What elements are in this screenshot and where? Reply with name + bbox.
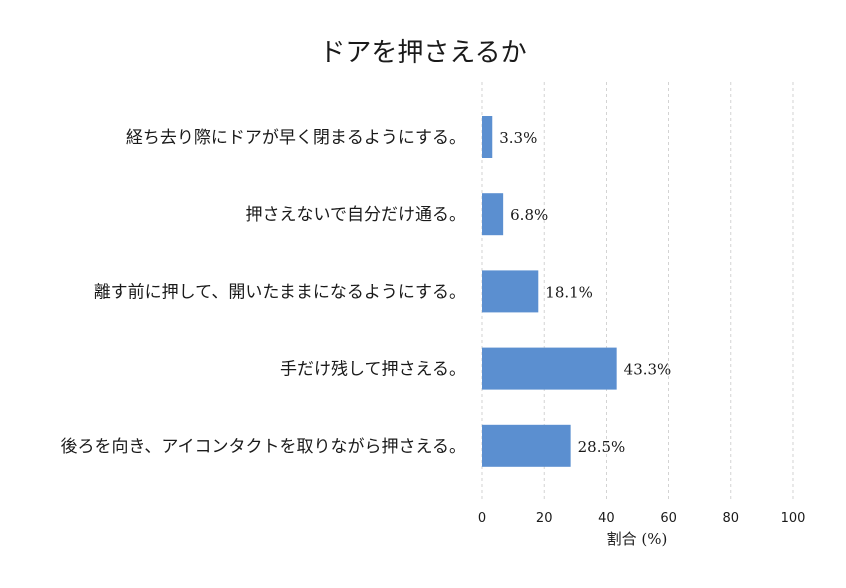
bar-value-label: 28.5% [578,438,626,456]
x-tick-label: 0 [478,511,486,526]
bar [482,424,571,467]
bar [482,193,504,236]
bar-value-label: 3.3% [499,129,537,147]
bar [482,116,493,158]
x-tick-label: 80 [723,511,740,526]
x-tick-labels: 0 20 40 60 80 100 [478,511,806,526]
bars [482,116,617,467]
x-tick-label: 40 [598,511,615,526]
bar-value-label: 18.1% [545,283,593,301]
category-label: 後ろを向き、アイコンタクトを取りながら押さえる。 [61,437,466,457]
x-axis-title: 割合 (%) [607,530,668,548]
category-label: 離す前に押して、開いたままになるようにする。 [94,282,466,302]
bar [482,270,539,313]
x-tick-label: 100 [781,511,806,526]
category-label: 押さえないで自分だけ通る。 [246,205,467,225]
category-label: 経ち去り際にドアが早く閉まるようにする。 [126,128,466,148]
x-tick-label: 20 [536,511,553,526]
value-labels: 3.3% 6.8% 18.1% 43.3% 28.5% [499,129,671,456]
category-labels: 経ち去り際にドアが早く閉まるようにする。押さえないで自分だけ通る。離す前に押して… [61,128,466,457]
x-tick-label: 60 [660,511,677,526]
bar-value-label: 43.3% [624,361,672,379]
bar-value-label: 6.8% [510,206,548,224]
bar [482,347,617,390]
category-label: 手だけ残して押さえる。 [280,360,466,380]
chart-title: ドアを押さえるか [319,38,526,68]
